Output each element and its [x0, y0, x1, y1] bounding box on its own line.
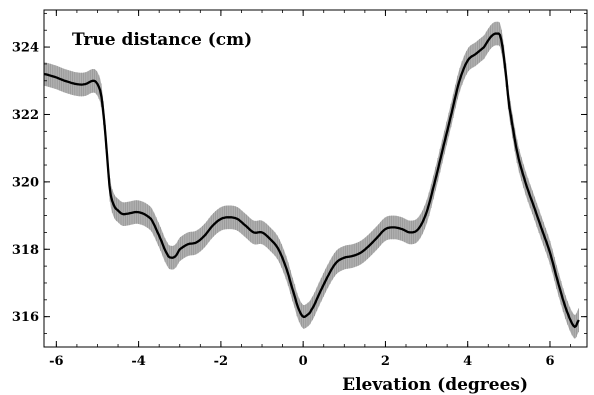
error-band-area	[44, 21, 579, 339]
x-axis-label: Elevation (degrees)	[342, 375, 528, 395]
y-tick-label: 324	[12, 41, 39, 56]
x-tick-label: -2	[214, 354, 228, 369]
y-tick-label: 318	[12, 243, 39, 258]
series-line	[43, 32, 580, 329]
plot-frame	[43, 9, 588, 348]
x-tick-label: 2	[381, 354, 390, 369]
error-band-hatching	[43, 21, 579, 339]
chart-title: True distance (cm)	[72, 30, 252, 50]
x-tick-label: 6	[545, 354, 554, 369]
error-band	[44, 21, 579, 339]
x-tick-label: 0	[299, 354, 308, 369]
band-hatch-lines	[43, 21, 579, 339]
x-axis-ticks: -6 -4 -2 0 2 4 6	[49, 10, 571, 369]
y-axis-ticks: 316 318 320 322 324	[12, 12, 587, 334]
y-tick-label: 322	[12, 108, 39, 123]
y-tick-label: 320	[12, 175, 39, 190]
x-tick-label: -4	[131, 354, 145, 369]
x-tick-label: 4	[463, 354, 472, 369]
y-tick-label: 316	[12, 310, 39, 325]
series-line-path	[43, 32, 580, 329]
x-tick-label: -6	[49, 354, 63, 369]
